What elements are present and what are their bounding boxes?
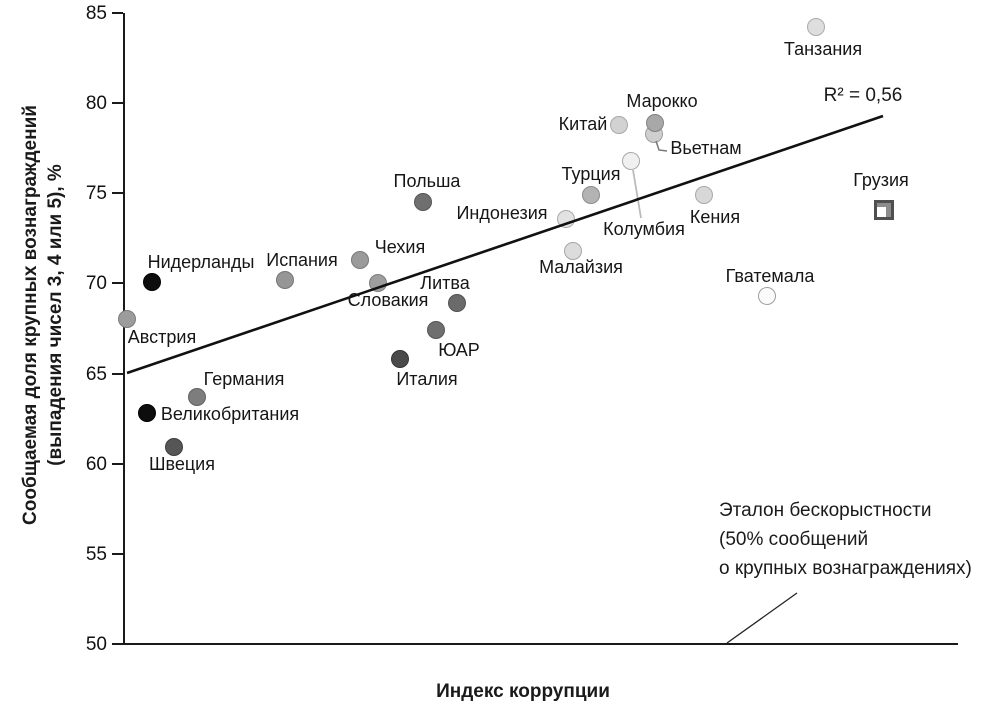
data-point-uk [138, 404, 156, 423]
r-squared-label: R² = 0,56 [823, 85, 903, 106]
point-label-south-africa: ЮАР [438, 340, 480, 360]
data-point-kenya [695, 186, 713, 205]
y-tick-60 [112, 462, 123, 465]
data-point-italy [391, 350, 409, 369]
data-point-sweden [165, 438, 183, 457]
data-point-tanzania [807, 18, 825, 37]
annotation-line-1: Эталон бескорыстности [719, 500, 932, 521]
x-axis-line [123, 643, 958, 645]
point-label-georgia: Грузия [853, 170, 909, 190]
point-label-czechia: Чехия [374, 237, 426, 257]
point-label-lithuania: Литва [420, 273, 470, 293]
data-point-lithuania [448, 294, 466, 313]
point-label-kenya: Кения [689, 207, 741, 227]
data-point-georgia [874, 199, 894, 220]
point-label-morocco: Марокко [626, 91, 698, 111]
point-label-turkey: Турция [561, 164, 621, 184]
y-tick-label-75: 75 [85, 183, 107, 205]
point-label-indonesia: Индонезия [456, 203, 548, 223]
data-point-colombia [622, 151, 640, 170]
y-axis-title: Сообщаемая доля крупных вознаграждений (… [18, 95, 68, 535]
y-tick-80 [112, 102, 123, 105]
y-tick-70 [112, 282, 123, 285]
point-label-italy: Италия [396, 369, 458, 389]
point-label-sweden: Швеция [149, 454, 215, 474]
y-tick-75 [112, 192, 123, 195]
data-point-spain [276, 270, 294, 289]
colombia-leader [632, 169, 642, 219]
point-label-slovakia: Словакия [347, 290, 429, 310]
data-point-guatemala [758, 287, 776, 306]
point-label-germany: Германия [203, 369, 285, 389]
y-tick-label-70: 70 [85, 273, 107, 295]
data-point-turkey [582, 186, 600, 205]
data-point-czechia [351, 250, 369, 269]
data-point-morocco [646, 113, 664, 132]
data-point-indonesia [557, 209, 575, 228]
y-tick-label-80: 80 [85, 93, 107, 115]
y-tick-label-50: 50 [85, 634, 107, 655]
y-tick-label-55: 55 [85, 543, 107, 565]
data-point-south-africa [427, 321, 445, 340]
point-label-spain: Испания [266, 250, 338, 270]
data-point-poland [414, 193, 432, 212]
y-axis-line [123, 13, 125, 645]
point-label-tanzania: Танзания [783, 39, 863, 59]
annotation-pointer-line [726, 592, 798, 644]
trend-line [126, 114, 884, 375]
x-axis-title: Индекс коррупции [436, 681, 610, 702]
y-axis-title-line2: (выпадения чисел 3, 4 или 5), % [45, 164, 66, 466]
data-point-china [610, 115, 628, 134]
point-label-china: Китай [558, 114, 608, 134]
y-tick-85 [112, 12, 123, 14]
y-tick-65 [112, 372, 123, 375]
y-axis-title-line1: Сообщаемая доля крупных вознаграждений [20, 105, 41, 525]
point-label-guatemala: Гватемала [725, 266, 815, 286]
data-point-germany [188, 388, 206, 406]
point-label-vietnam: Вьетнам [670, 138, 742, 158]
data-point-austria [118, 310, 136, 329]
y-tick-label-85: 85 [85, 3, 107, 24]
point-label-austria: Австрия [127, 327, 197, 347]
data-point-netherlands [143, 272, 161, 291]
vietnam-leader [655, 140, 668, 152]
point-label-poland: Польша [393, 171, 461, 191]
y-tick-55 [112, 552, 123, 555]
point-label-uk: Великобритания [160, 404, 300, 424]
benchmark-annotation: Эталон бескорыстности (50% сообщений о кру… [719, 496, 972, 583]
annotation-line-3: о крупных вознаграждениях) [719, 558, 972, 579]
y-tick-label-60: 60 [85, 453, 107, 475]
y-tick-50 [112, 643, 123, 645]
annotation-line-2: (50% сообщений [719, 529, 869, 550]
point-label-colombia: Колумбия [603, 219, 685, 239]
point-label-malaysia: Малайзия [539, 257, 623, 277]
point-label-netherlands: Нидерланды [147, 252, 255, 272]
y-tick-label-65: 65 [85, 363, 107, 385]
georgia-marker-white-quadrant [877, 206, 886, 217]
